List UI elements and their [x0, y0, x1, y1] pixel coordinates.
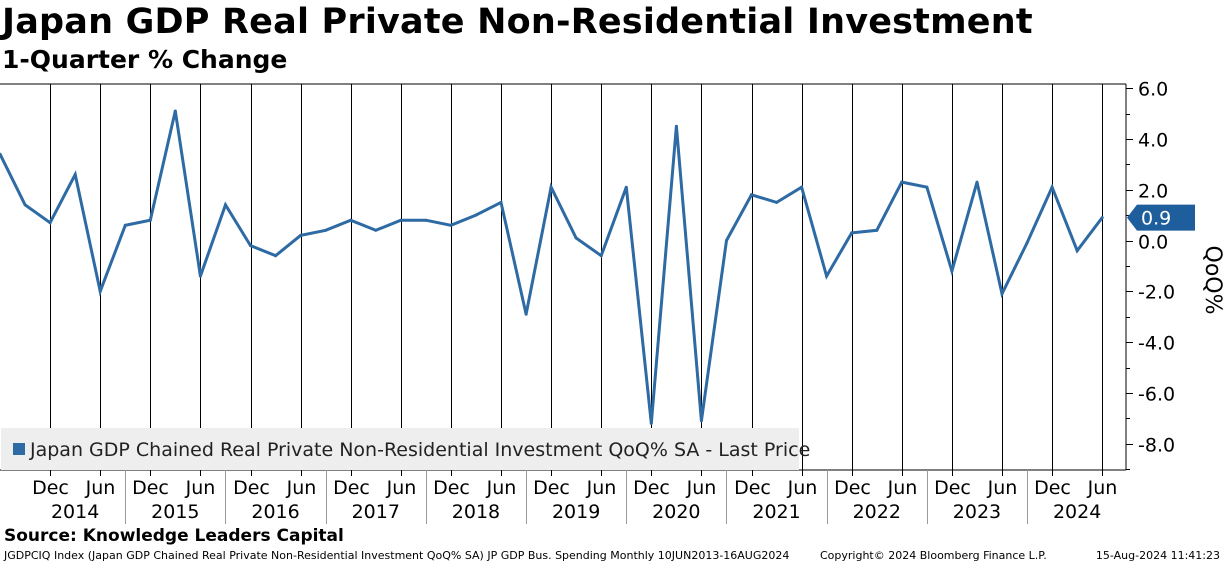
x-tick-label: Dec [233, 477, 270, 499]
x-tick-label: Jun [286, 477, 317, 499]
x-tick-label: Dec [934, 477, 971, 499]
x-tick-label: Dec [1034, 477, 1071, 499]
data-point [1025, 241, 1029, 245]
data-point [599, 254, 603, 258]
x-year-label: 2014 [51, 501, 99, 523]
x-year-label: 2024 [1053, 501, 1101, 523]
data-point [399, 218, 403, 222]
data-point [1000, 292, 1004, 296]
x-tick-label: Jun [987, 477, 1018, 499]
data-point [875, 228, 879, 232]
y-tick-label: -8.0 [1138, 435, 1175, 457]
x-tick-label: Dec [834, 477, 871, 499]
data-point [1050, 185, 1054, 189]
data-point [349, 218, 353, 222]
x-tick-label: Dec [734, 477, 771, 499]
x-year-label: 2022 [853, 501, 901, 523]
data-point [23, 203, 27, 207]
data-point [950, 269, 954, 273]
data-point [449, 223, 453, 227]
data-point [649, 421, 653, 425]
x-year-label: 2019 [552, 501, 600, 523]
x-tick-label: Dec [333, 477, 370, 499]
data-point [699, 419, 703, 423]
data-point [800, 185, 804, 189]
data-point [975, 180, 979, 184]
data-point [825, 274, 829, 278]
data-point [198, 274, 202, 278]
x-tick-label: Dec [533, 477, 570, 499]
last-price-tag [1127, 204, 1195, 231]
data-point [499, 200, 503, 204]
x-tick-label: Jun [787, 477, 818, 499]
data-point [850, 231, 854, 235]
data-point [224, 203, 227, 207]
data-point [274, 254, 278, 258]
x-year-label: 2020 [652, 501, 700, 523]
y-tick-label: 2.0 [1138, 181, 1168, 203]
data-point [173, 109, 177, 113]
copyright: Copyright© 2024 Bloomberg Finance L.P. [820, 549, 1047, 562]
x-year-label: 2021 [752, 501, 800, 523]
x-tick-label: Dec [433, 477, 470, 499]
timestamp: 15-Aug-2024 11:41:23 [1095, 549, 1220, 562]
x-tick-label: Jun [85, 477, 116, 499]
x-year-label: 2023 [953, 501, 1001, 523]
data-point [249, 244, 252, 248]
legend-box [1, 428, 799, 470]
chart-subtitle: 1-Quarter % Change [2, 45, 288, 74]
x-tick-label: Jun [386, 477, 417, 499]
data-point [98, 289, 102, 293]
last-price-label: 0.9 [1141, 208, 1171, 230]
x-year-label: 2017 [352, 501, 400, 523]
data-point [775, 200, 779, 204]
data-point [574, 236, 578, 240]
y-tick-label: -2.0 [1138, 282, 1175, 304]
x-tick-label: Jun [887, 477, 918, 499]
data-point [900, 180, 904, 184]
data-point [48, 221, 52, 225]
data-point [148, 218, 152, 222]
data-point [474, 213, 478, 217]
data-point [524, 312, 528, 316]
data-point [299, 233, 303, 237]
x-tick-label: Jun [185, 477, 216, 499]
data-point [549, 185, 553, 189]
y-tick-label: -6.0 [1138, 384, 1175, 406]
legend-swatch [13, 443, 25, 455]
x-tick-label: Jun [586, 477, 617, 499]
data-point [674, 124, 678, 128]
data-point [725, 239, 728, 242]
x-year-label: 2018 [452, 501, 500, 523]
data-point [624, 185, 628, 189]
y-tick-label: 6.0 [1138, 79, 1168, 101]
x-year-label: 2015 [151, 501, 199, 523]
y-tick-label: 0.0 [1138, 232, 1168, 254]
data-point [374, 228, 378, 232]
y-axis-label: QoQ% [1200, 246, 1224, 315]
data-point [324, 228, 328, 232]
data-point [1075, 249, 1079, 253]
source-note: Source: Knowledge Leaders Capital [4, 526, 344, 546]
data-point [424, 218, 428, 222]
x-tick-label: Dec [633, 477, 670, 499]
data-point [73, 173, 77, 176]
y-tick-label: 4.0 [1138, 130, 1168, 152]
data-point [0, 152, 2, 156]
x-year-label: 2016 [251, 501, 299, 523]
data-point [123, 223, 127, 227]
legend-label: Japan GDP Chained Real Private Non-Resid… [29, 439, 810, 461]
x-tick-label: Dec [132, 477, 169, 499]
x-tick-label: Dec [32, 477, 69, 499]
data-point [750, 193, 753, 197]
ticker-info: JGDPCIQ Index (Japan GDP Chained Real Pr… [4, 549, 790, 562]
x-tick-label: Jun [686, 477, 717, 499]
data-point [1100, 216, 1104, 220]
x-tick-label: Jun [486, 477, 517, 499]
x-tick-label: Jun [1087, 477, 1118, 499]
y-tick-label: -4.0 [1138, 333, 1175, 355]
chart-title: Japan GDP Real Private Non-Residential I… [2, 2, 1033, 42]
data-point [925, 185, 929, 189]
